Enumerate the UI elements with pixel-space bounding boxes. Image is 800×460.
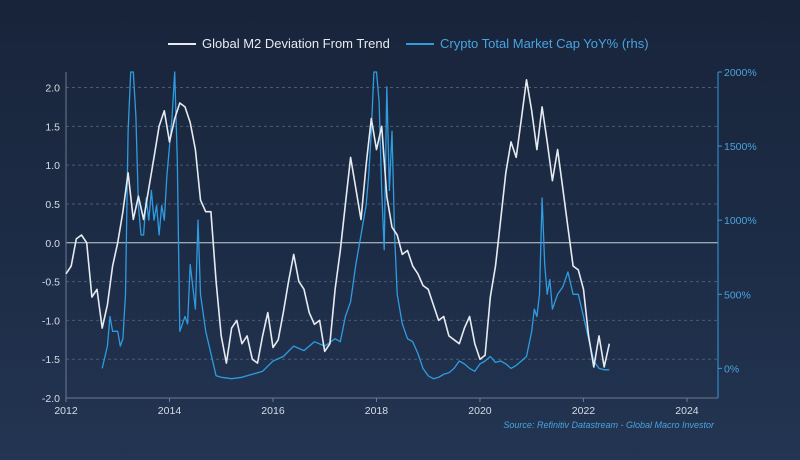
x-tick-label: 2012 <box>54 405 78 417</box>
x-tick-label: 2018 <box>365 405 389 417</box>
y-right-tick-label: 1000% <box>724 215 757 227</box>
x-tick-label: 2020 <box>468 405 492 417</box>
y-right-tick-label: 1500% <box>724 141 757 153</box>
y-right-tick-label: 500% <box>724 289 751 301</box>
y-left-tick-label: 0.5 <box>45 199 60 211</box>
source-note: Source: Refinitiv Datastream - Global Ma… <box>503 420 715 430</box>
right-tick-labels: 2000% 1500% 1000% 500% 0% <box>718 67 757 375</box>
y-right-tick-label: 2000% <box>724 67 757 79</box>
y-left-tick-label: 1.5 <box>45 121 60 133</box>
y-left-tick-label: -1.0 <box>42 315 60 327</box>
y-right-tick-label: 0% <box>724 363 739 375</box>
y-left-tick-label: -1.5 <box>42 354 60 366</box>
x-tick-label: 2014 <box>158 405 182 417</box>
legend-label-crypto: Crypto Total Market Cap YoY% (rhs) <box>440 36 649 51</box>
y-left-tick-label: 1.0 <box>45 160 60 172</box>
y-left-tick-label: -0.5 <box>42 277 60 289</box>
y-left-tick-label: 2.0 <box>45 83 60 95</box>
x-tick-label: 2016 <box>261 405 285 417</box>
legend: Global M2 Deviation From Trend Crypto To… <box>168 36 649 51</box>
x-tick-label: 2024 <box>675 405 699 417</box>
y-left-tick-label: 0.0 <box>45 238 60 250</box>
left-tick-labels: 2.0 1.5 1.0 0.5 0.0 -0.5 -1.0 -1.5 -2.0 <box>42 83 60 405</box>
y-left-tick-label: -2.0 <box>42 393 60 405</box>
legend-label-m2: Global M2 Deviation From Trend <box>202 36 390 51</box>
x-tick-labels: 2012 2014 2016 2018 2020 2022 2024 <box>54 398 699 417</box>
series-layer <box>65 71 611 380</box>
series-line-m2-deviation <box>65 79 611 368</box>
series-line-crypto-yoy <box>101 71 610 380</box>
x-tick-label: 2022 <box>572 405 596 417</box>
